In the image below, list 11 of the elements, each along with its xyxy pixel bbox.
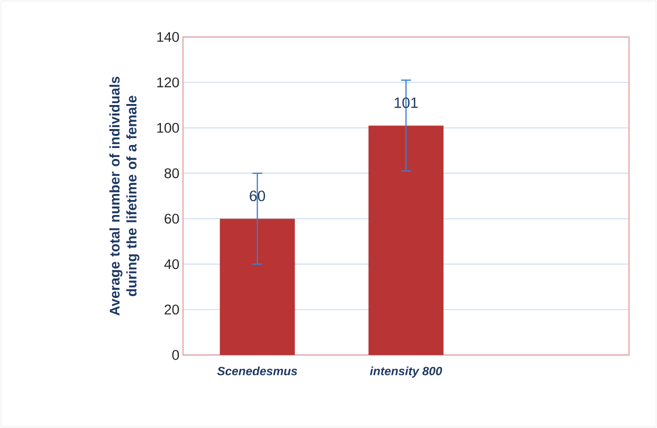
y-tick-label: 0 — [172, 350, 179, 360]
y-tick-label: 100 — [157, 122, 179, 133]
y-tick-label: 60 — [164, 214, 179, 224]
y-tick-label: 140 — [157, 32, 179, 42]
x-tick-label: intensity 800 — [370, 366, 442, 378]
y-tick-label: 80 — [164, 168, 179, 178]
x-tick-label: Scenedesmus — [217, 366, 298, 376]
y-tick-label: 40 — [164, 259, 179, 270]
y-tick-label: 120 — [157, 77, 179, 88]
y-axis-title: Average total number of individuals during the lifetime of a female — [109, 76, 140, 316]
y-tick-label: 20 — [164, 304, 179, 315]
